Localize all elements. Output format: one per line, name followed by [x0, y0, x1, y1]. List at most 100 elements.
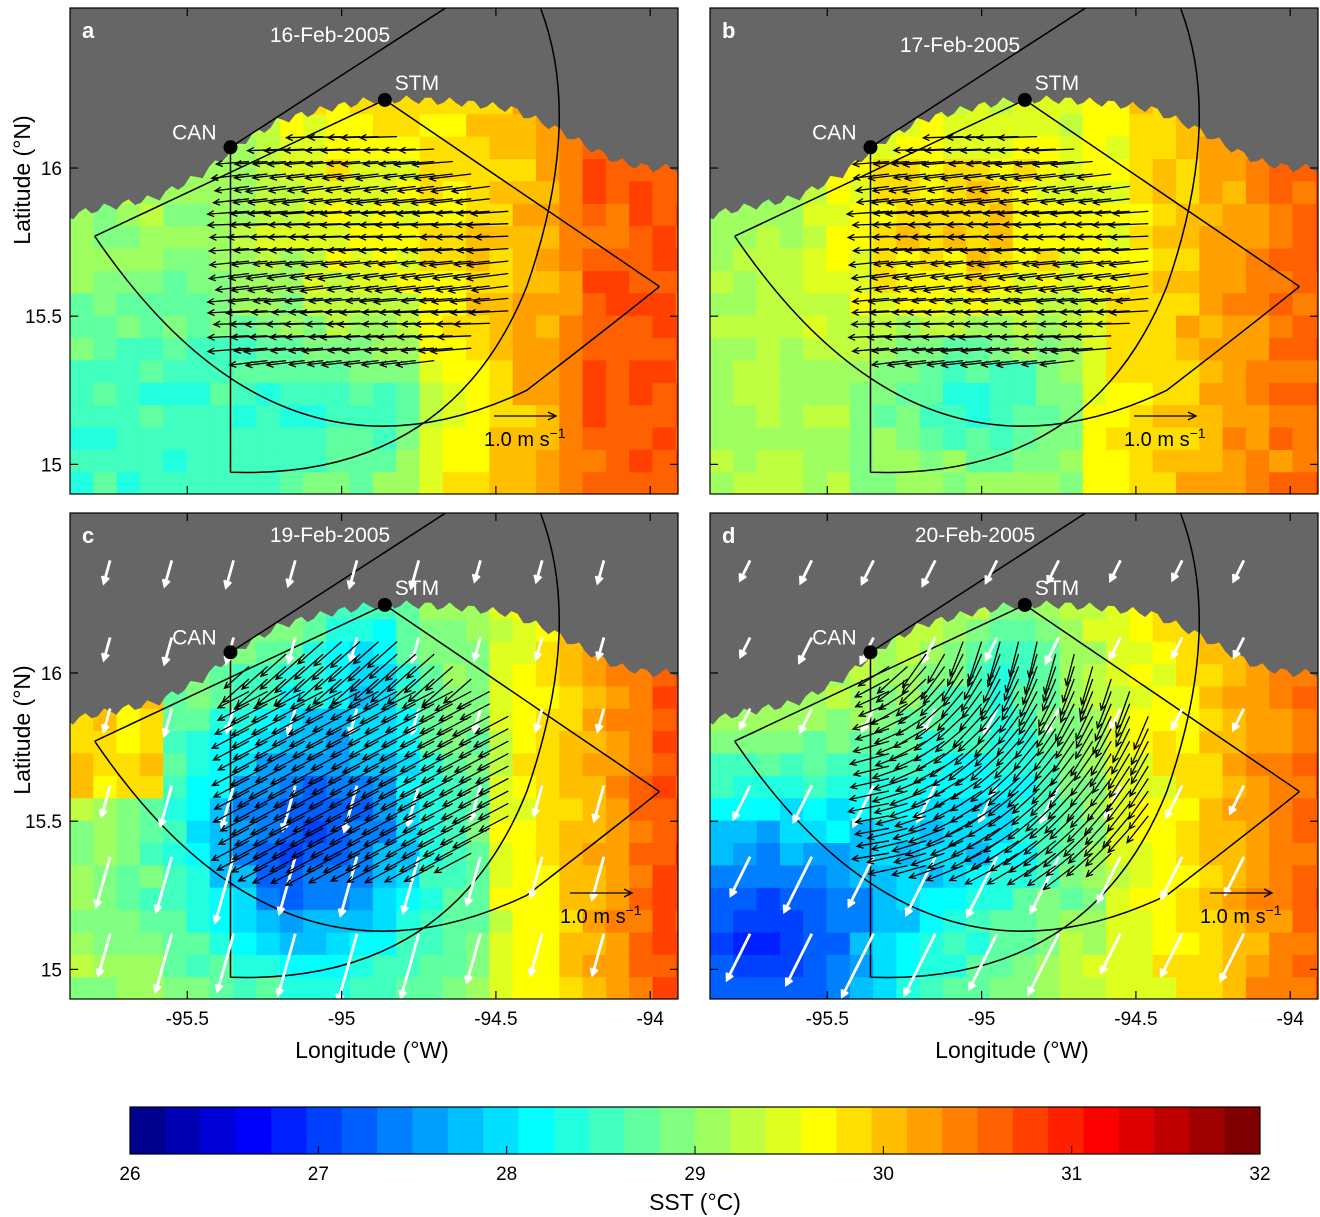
colorbar-cell: [765, 1107, 802, 1154]
sst-cell: [349, 136, 374, 159]
sst-cell: [256, 247, 281, 271]
current-vector: [871, 246, 908, 255]
sst-cell: [629, 887, 654, 911]
sst-cell: [1036, 976, 1061, 999]
current-vector: [418, 852, 454, 872]
current-vector: [288, 272, 324, 281]
current-vector: [430, 221, 472, 229]
sst-cell: [209, 954, 234, 978]
sst-cell: [629, 685, 654, 709]
sst-cell: [1292, 180, 1317, 204]
current-vector: [999, 333, 1038, 341]
sst-cell: [1292, 931, 1317, 955]
sst-cell: [536, 730, 560, 754]
sst-cell: [652, 426, 677, 450]
current-vector: [343, 333, 379, 341]
x-tick-label: -95: [968, 1009, 995, 1030]
sst-cell: [896, 471, 921, 494]
current-vector: [971, 790, 1001, 813]
sst-cell: [163, 931, 188, 955]
sst-cell: [779, 247, 804, 271]
sst-cell: [1222, 247, 1247, 271]
current-vector: [912, 765, 945, 784]
sst-cell: [582, 247, 607, 271]
current-vector: [1015, 308, 1056, 317]
sst-cell: [896, 864, 921, 888]
current-vector: [920, 666, 946, 701]
current-vector: [1130, 728, 1149, 766]
current-vector: [246, 285, 287, 294]
colorbar-cell: [800, 1107, 837, 1154]
sst-cell: [1106, 113, 1130, 137]
colorbar-cell: [553, 1107, 590, 1154]
sst-cell: [733, 359, 758, 383]
sst-cell: [989, 909, 1014, 933]
sst-cell: [733, 247, 758, 271]
sst-cell: [1176, 909, 1200, 933]
sst-cell: [849, 752, 874, 776]
wind-vector: [152, 933, 174, 995]
sst-cell: [186, 449, 211, 473]
sst-cell: [1222, 426, 1247, 450]
sst-cell: [1082, 820, 1107, 843]
sst-cell: [186, 976, 211, 999]
current-vector: [268, 173, 305, 181]
sst-cell: [536, 449, 560, 473]
sst-cell: [1082, 663, 1107, 687]
sst-cell: [803, 225, 828, 249]
current-vector: [851, 347, 890, 355]
current-vector: [1107, 753, 1131, 791]
current-vector: [1084, 840, 1112, 867]
sst-cell: [70, 337, 94, 361]
sst-cell: [419, 315, 444, 338]
current-vector: [377, 260, 416, 268]
current-vector: [935, 715, 964, 742]
sst-cell: [419, 247, 444, 271]
wind-vector: [1027, 933, 1061, 997]
current-vector: [855, 840, 890, 849]
sst-cell: [303, 315, 327, 338]
sst-cell: [733, 449, 758, 473]
sst-cell: [1152, 641, 1177, 664]
sst-cell: [1199, 685, 1224, 709]
current-vector: [1085, 852, 1112, 878]
sst-cell: [756, 708, 781, 732]
sst-cell: [186, 203, 211, 227]
current-vector: [1112, 728, 1131, 764]
sst-cell: [372, 449, 397, 473]
sst-cell: [1176, 931, 1200, 955]
current-vector: [305, 852, 342, 873]
current-vector: [248, 333, 287, 341]
sst-cell: [1082, 382, 1107, 406]
sst-cell: [1059, 449, 1084, 473]
current-vector: [347, 653, 380, 682]
current-vector: [378, 740, 417, 761]
sst-cell: [1222, 180, 1247, 204]
sst-cell: [116, 337, 141, 361]
current-vector: [987, 790, 1020, 817]
sst-cell: [943, 954, 967, 978]
x-tick-label: -95.5: [166, 1009, 209, 1030]
sst-cell: [919, 404, 944, 428]
current-vector: [1002, 297, 1038, 305]
sst-cell: [652, 292, 677, 316]
current-vector: [1126, 815, 1149, 844]
sst-cell: [466, 203, 490, 227]
current-vector: [1053, 333, 1093, 341]
current-vector: [875, 678, 908, 703]
current-vector: [328, 790, 361, 808]
sst-cell: [326, 864, 351, 888]
sst-cell: [303, 136, 327, 159]
sst-cell: [710, 247, 734, 271]
current-vector: [266, 160, 305, 168]
current-vector: [996, 728, 1020, 756]
sst-cell: [1152, 426, 1177, 450]
sst-cell: [1036, 618, 1061, 642]
current-vector: [311, 653, 343, 681]
sst-cell: [629, 931, 654, 955]
current-vector: [299, 285, 342, 294]
current-vector: [313, 641, 343, 667]
sst-cell: [675, 337, 678, 361]
station-label-can: CAN: [812, 626, 856, 649]
sst-cell: [629, 203, 654, 227]
